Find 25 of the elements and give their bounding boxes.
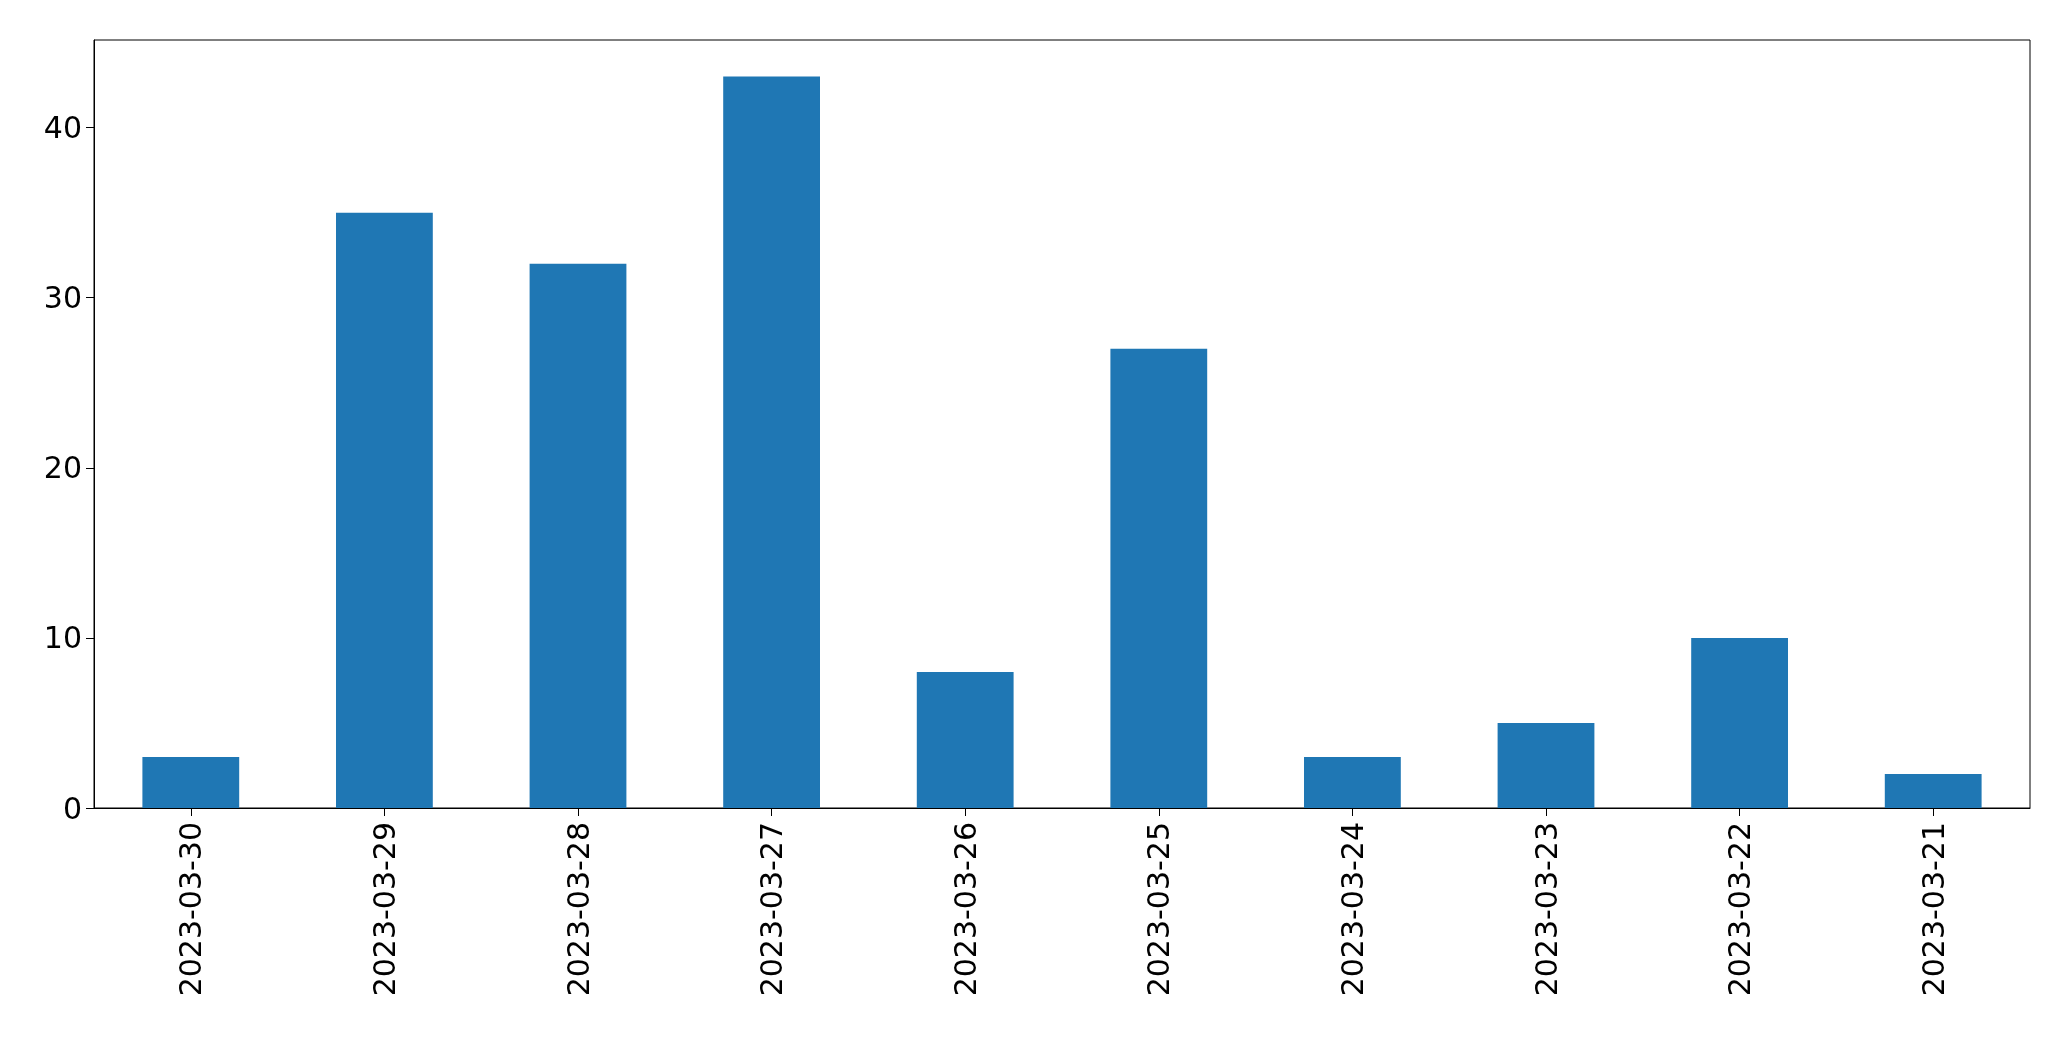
bar <box>1884 773 1982 808</box>
y-tick-label: 10 <box>43 620 82 656</box>
bar <box>142 756 240 808</box>
bar <box>336 212 433 808</box>
bar <box>1497 722 1595 808</box>
bar <box>916 671 1014 808</box>
y-tick-label: 30 <box>43 280 82 316</box>
y-tick-label: 0 <box>62 790 82 826</box>
x-tick-label: 2023-03-22 <box>1722 822 1758 997</box>
x-tick-label: 2023-03-21 <box>1915 822 1951 997</box>
x-tick-label: 2023-03-26 <box>947 822 983 997</box>
x-tick-label: 2023-03-24 <box>1334 822 1370 997</box>
x-tick-label: 2023-03-29 <box>366 822 402 997</box>
bar <box>529 263 627 808</box>
x-tick-label: 2023-03-23 <box>1528 822 1564 997</box>
x-tick-label: 2023-03-28 <box>560 822 596 997</box>
x-tick-label: 2023-03-30 <box>173 822 209 997</box>
bar <box>1304 756 1401 808</box>
x-tick-label: 2023-03-25 <box>1141 822 1177 997</box>
bar <box>1691 637 1788 808</box>
y-tick-label: 40 <box>43 110 82 146</box>
bar <box>723 76 820 808</box>
y-tick-label: 20 <box>43 450 82 486</box>
bar <box>1110 348 1208 808</box>
x-tick-label: 2023-03-27 <box>754 822 790 997</box>
